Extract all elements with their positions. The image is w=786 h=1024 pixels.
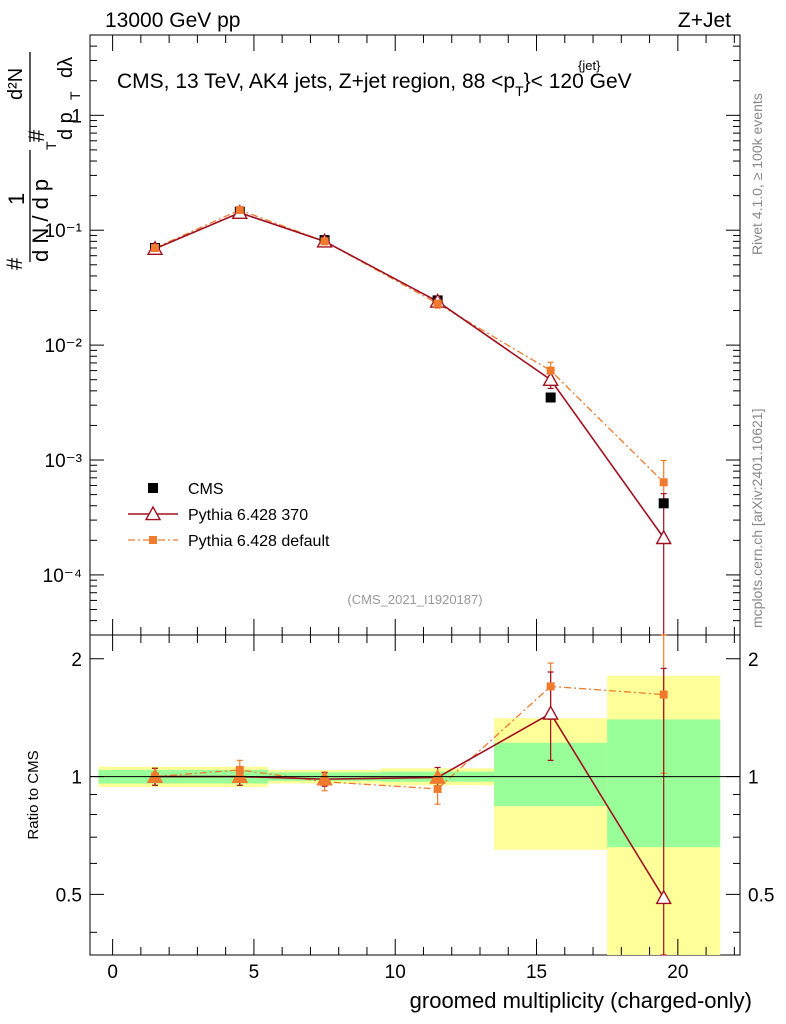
series-line-pythia-default — [154, 209, 665, 483]
main-y-axis-label: # 1 d N / d p T # d p T d²N dλ — [2, 52, 83, 270]
ratio-point-pythia-370 — [655, 889, 672, 905]
point-pythia-default — [151, 244, 159, 253]
ylabel-sub-t-1: T — [43, 141, 59, 150]
point-pythia-default — [235, 205, 244, 214]
legend-marker-pythia-370 — [144, 505, 162, 521]
ratio-point-pythia-default — [320, 777, 329, 786]
point-pythia-default — [433, 299, 442, 308]
header-right: Z+Jet — [678, 9, 731, 32]
ratio-point-pythia-default — [433, 784, 442, 793]
mcplots-label: mcplots.cern.ch [arXiv:2401.10621] — [749, 409, 765, 628]
ylabel-sub-t-2: T — [67, 91, 83, 100]
ylabel-dn-dpt: d N / d p — [28, 179, 53, 262]
ratio-line-pythia-default — [154, 685, 664, 790]
header-left: 13000 GeV pp — [105, 9, 240, 32]
ratio-point-pythia-370 — [542, 704, 559, 720]
x-axis-label: groomed multiplicity (charged-only) — [410, 988, 752, 1013]
point-cms — [658, 498, 669, 509]
main-y-tick-labels: 10⁻⁴ 10⁻³ 10⁻² 10⁻¹ 1 — [43, 106, 82, 587]
main-y-tick-label: 10⁻⁴ — [43, 566, 82, 587]
main-y-tick-label: 1 — [71, 106, 82, 127]
ratio-y-tick-label-left: 2 — [71, 650, 82, 671]
legend-label: Pythia 6.428 default — [188, 533, 330, 550]
main-axis-ticks — [90, 34, 740, 955]
ylabel-d2n: d²N — [5, 68, 27, 100]
chart-title-superscript: {jet} — [578, 58, 601, 73]
ratio-point-pythia-370-fill — [231, 768, 248, 783]
ylabel-dpt: d p — [55, 112, 77, 140]
ratio-panel-frame — [89, 634, 741, 956]
chart-title: CMS, 13 TeV, AK4 jets, Z+jet region, 88 … — [117, 70, 632, 99]
x-tick-labels: 0 5 10 15 20 — [107, 962, 688, 983]
x-tick-label: 5 — [249, 962, 260, 983]
point-cms — [545, 392, 556, 403]
ylabel-one: 1 — [4, 193, 29, 205]
ratio-y-tick-label-left: 1 — [71, 768, 82, 789]
ratio-y-tick-label-right: 0.5 — [748, 885, 774, 906]
x-tick-label: 15 — [526, 962, 547, 983]
ylabel-dlambda: dλ — [55, 57, 77, 78]
ratio-bands — [98, 675, 721, 955]
ratio-y-tick-label-left: 0.5 — [56, 885, 82, 906]
legend-marker-cms — [148, 483, 158, 493]
legend-label: Pythia 6.428 370 — [188, 507, 308, 524]
x-tick-label: 10 — [385, 962, 406, 983]
analysis-id: (CMS_2021_I1920187) — [347, 592, 482, 607]
point-pythia-default — [320, 237, 329, 246]
point-pythia-370 — [542, 371, 559, 387]
ylabel-hash-2: # — [24, 129, 49, 142]
x-tick-label: 20 — [667, 962, 688, 983]
main-y-tick-label: 10⁻² — [45, 336, 83, 357]
legend-label: CMS — [188, 481, 224, 498]
legend: CMS Pythia 6.428 370 Pythia 6.428 default — [128, 481, 330, 550]
point-pythia-370 — [655, 529, 672, 545]
point-pythia-default — [546, 366, 555, 375]
ratio-point-pythia-default — [235, 765, 244, 774]
ratio-point-pythia-default — [659, 690, 668, 699]
ratio-series — [146, 634, 672, 956]
ylabel-hash-1: # — [2, 257, 27, 270]
ratio-y-tick-label-right: 2 — [748, 650, 759, 671]
point-pythia-default — [659, 478, 668, 487]
main-series — [146, 204, 672, 636]
ratio-y-tick-labels: 0.5 0.5 1 1 2 2 — [56, 650, 775, 907]
x-tick-label: 0 — [107, 962, 118, 983]
ratio-point-pythia-default — [546, 682, 555, 691]
main-y-tick-label: 10⁻¹ — [45, 221, 83, 242]
ratio-y-axis-label: Ratio to CMS — [25, 750, 42, 839]
main-y-tick-label: 10⁻³ — [45, 451, 83, 472]
series-line-pythia-370 — [154, 211, 665, 539]
rivet-label: Rivet 4.1.0, ≥ 100k events — [749, 93, 765, 255]
ratio-y-tick-label-right: 1 — [748, 768, 759, 789]
legend-marker-pythia-default — [149, 536, 157, 544]
